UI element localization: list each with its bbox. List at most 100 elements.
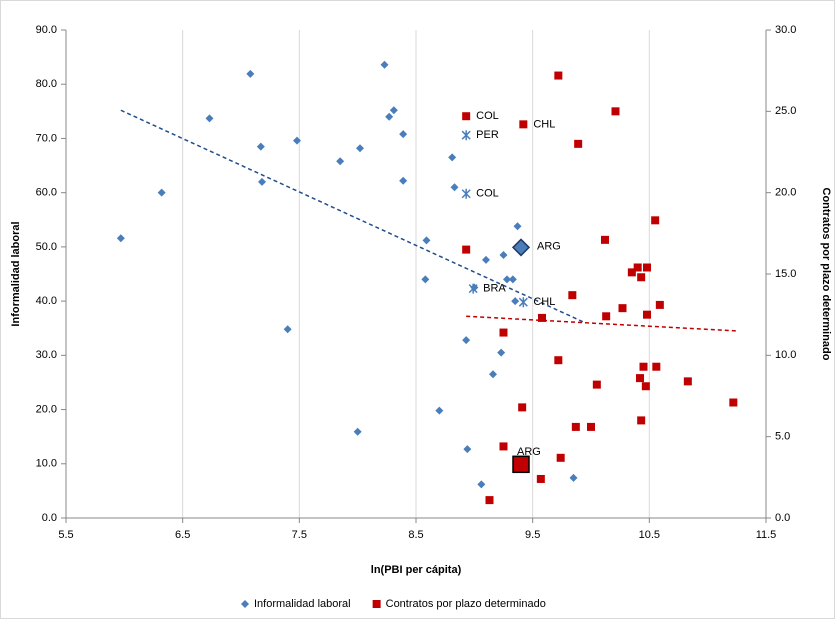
x-tick-label: 7.5: [292, 529, 307, 541]
y2-tick-label: 0.0: [775, 512, 790, 524]
x-tick-label: 8.5: [408, 529, 423, 541]
data-point: [482, 255, 490, 264]
y2-axis-title: Contratos por plazo determinado: [820, 188, 832, 361]
x-tick-label: 9.5: [525, 529, 540, 541]
data-point: [602, 312, 611, 321]
data-point: [587, 422, 595, 431]
data-point: [592, 380, 601, 389]
data-point: [283, 325, 292, 334]
y2-tick-label: 25.0: [775, 105, 796, 117]
data-point: [508, 275, 517, 284]
annotation: ARG: [537, 240, 561, 252]
highlight-point: [468, 283, 478, 294]
data-point: [571, 422, 580, 431]
data-point: [462, 336, 471, 345]
data-point: [293, 136, 301, 145]
data-point: [536, 474, 545, 483]
data-point: [636, 374, 644, 383]
y2-tick-label: 5.0: [775, 431, 790, 443]
data-point: [643, 310, 651, 319]
data-point: [385, 112, 394, 121]
data-point: [618, 304, 627, 313]
annotation: CHL: [533, 118, 555, 130]
data-point: [380, 60, 389, 69]
annotation: COL: [476, 110, 499, 122]
data-point: [462, 245, 471, 254]
data-point: [611, 107, 620, 116]
y-tick-label: 0.0: [42, 512, 57, 524]
data-point: [499, 251, 508, 260]
data-point: [353, 427, 362, 436]
data-point: [639, 362, 648, 371]
data-point: [116, 234, 125, 243]
data-point: [450, 183, 459, 192]
highlight-point: [461, 188, 471, 199]
data-point: [633, 263, 642, 272]
data-point: [246, 69, 255, 78]
y-tick-label: 60.0: [36, 187, 57, 199]
data-point: [637, 416, 646, 425]
data-point: [652, 362, 661, 371]
data-point: [256, 142, 265, 151]
x-tick-label: 11.5: [756, 529, 777, 541]
data-point: [499, 328, 508, 337]
trend-line: [120, 109, 586, 324]
annotation: BRA: [483, 283, 506, 295]
data-point: [336, 157, 345, 166]
data-point: [399, 176, 408, 185]
legend-label: Informalidad laboral: [254, 598, 351, 610]
data-point: [435, 406, 444, 415]
data-point: [574, 139, 583, 148]
data-point: [205, 114, 214, 123]
data-point: [683, 377, 692, 386]
data-point: [463, 445, 472, 454]
data-point: [356, 144, 364, 153]
data-point: [497, 348, 506, 357]
annotation: PER: [476, 129, 499, 141]
data-point: [477, 480, 486, 489]
trend-line: [466, 315, 737, 332]
legend-label: Contratos por plazo determinado: [386, 598, 546, 610]
data-point: [569, 473, 578, 482]
data-point: [627, 268, 636, 277]
data-point: [729, 398, 738, 407]
data-point: [637, 273, 646, 282]
data-point: [601, 235, 609, 244]
data-point: [568, 291, 577, 300]
data-point: [513, 222, 522, 231]
legend-marker: [372, 600, 381, 608]
y-axis-title: Informalidad laboral: [10, 221, 22, 326]
annotation: CHL: [533, 296, 555, 308]
y-tick-label: 90.0: [36, 24, 57, 36]
highlight-point: [462, 112, 471, 121]
data-point: [399, 130, 408, 139]
annotation: ARG: [517, 446, 541, 458]
annotation: COL: [476, 188, 499, 200]
highlight-point: [461, 130, 471, 141]
y-tick-label: 40.0: [36, 295, 57, 307]
y-tick-label: 20.0: [36, 403, 57, 415]
data-point: [499, 442, 508, 451]
highlight-point: [511, 238, 531, 257]
y2-tick-label: 20.0: [775, 187, 796, 199]
legend-marker: [241, 600, 249, 608]
data-point: [554, 71, 563, 80]
x-tick-label: 10.5: [639, 529, 660, 541]
data-point: [485, 496, 494, 505]
data-point: [651, 216, 660, 225]
y2-tick-label: 30.0: [775, 24, 796, 36]
data-point: [389, 106, 398, 115]
y-tick-label: 30.0: [36, 349, 57, 361]
data-point: [422, 236, 431, 245]
data-point: [641, 382, 650, 391]
data-point: [511, 297, 520, 306]
data-point: [655, 300, 664, 309]
x-tick-label: 6.5: [175, 529, 190, 541]
data-point: [503, 275, 511, 284]
data-point: [556, 453, 565, 462]
data-point: [518, 403, 527, 412]
x-axis-title: ln(PBI per cápita): [371, 564, 462, 576]
highlight-point: [512, 455, 530, 474]
